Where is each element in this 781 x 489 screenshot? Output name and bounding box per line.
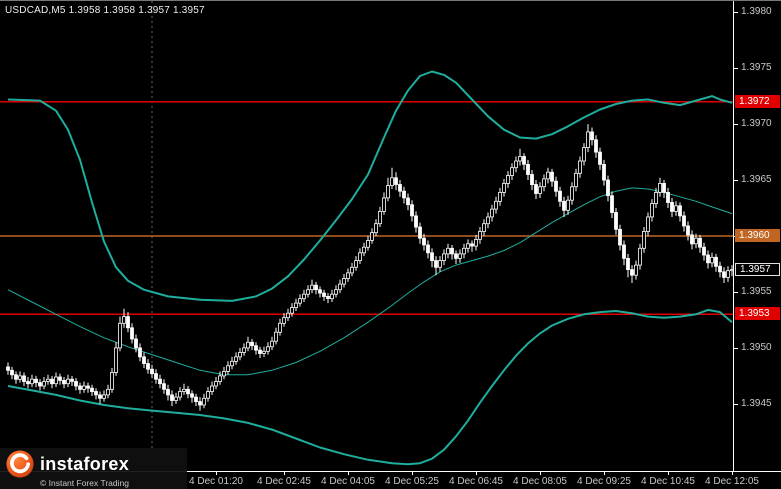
bollinger-upper-band — [7, 70, 733, 302]
level-price-tag: 1.3972 — [735, 95, 780, 108]
bollinger-lower-band — [7, 308, 733, 466]
broker-watermark: instaforex © Instant Forex Trading — [0, 448, 187, 489]
time-axis-label: 4 Dec 12:05 — [705, 476, 759, 487]
price-tick — [734, 404, 738, 405]
price-tick — [734, 180, 738, 181]
price-axis-label: 1.3975 — [741, 62, 772, 73]
time-tick — [732, 472, 733, 475]
price-tick — [734, 12, 738, 13]
price-axis-label: 1.3955 — [741, 286, 772, 297]
candlestick-chart[interactable] — [0, 1, 733, 471]
time-tick — [668, 472, 669, 475]
time-axis-label: 4 Dec 09:25 — [577, 476, 631, 487]
time-axis-label: 4 Dec 01:20 — [189, 476, 243, 487]
watermark-row: instaforex — [6, 450, 187, 478]
price-tick — [734, 68, 738, 69]
time-axis-label: 4 Dec 08:05 — [513, 476, 567, 487]
price-axis-label: 1.3970 — [741, 118, 772, 129]
price-tick — [734, 292, 738, 293]
copyright-caption: © Instant Forex Trading — [40, 478, 129, 488]
price-axis[interactable]: 1.3980 1.3975 1.3970 1.3965 1.3960 1.3955 1.39… — [733, 1, 781, 471]
time-axis-label: 4 Dec 02:45 — [257, 476, 311, 487]
time-tick — [476, 472, 477, 475]
time-tick — [284, 472, 285, 475]
time-axis-label: 4 Dec 10:45 — [641, 476, 695, 487]
price-axis-label: 1.3965 — [741, 174, 772, 185]
instaforex-logo-icon — [6, 450, 34, 478]
time-tick — [540, 472, 541, 475]
time-axis-label: 4 Dec 06:45 — [449, 476, 503, 487]
time-axis-label: 4 Dec 04:05 — [321, 476, 375, 487]
current-price-tag: 1.3957 — [735, 263, 780, 276]
moving-average-line — [7, 187, 733, 376]
chart-plot-area[interactable]: USDCAD,M5 1.3958 1.3958 1.3957 1.3957 — [0, 1, 733, 471]
time-axis[interactable]: 4 Dec 01:20 4 Dec 02:45 4 Dec 04:05 4 Dec 0… — [0, 471, 781, 489]
time-tick — [604, 472, 605, 475]
price-axis-label: 1.3945 — [741, 398, 772, 409]
price-axis-label: 1.3950 — [741, 342, 772, 353]
symbol-ohlc-line: USDCAD,M5 1.3958 1.3958 1.3957 1.3957 — [5, 5, 205, 16]
price-tick — [734, 124, 738, 125]
level-price-tag: 1.3953 — [735, 307, 780, 320]
time-tick — [216, 472, 217, 475]
candles — [6, 124, 733, 411]
time-tick — [412, 472, 413, 475]
time-axis-label: 4 Dec 05:25 — [385, 476, 439, 487]
price-axis-label: 1.3980 — [741, 6, 772, 17]
brand-name: instaforex — [40, 453, 130, 474]
time-tick — [348, 472, 349, 475]
level-price-tag: 1.3960 — [735, 229, 780, 242]
price-tick — [734, 348, 738, 349]
